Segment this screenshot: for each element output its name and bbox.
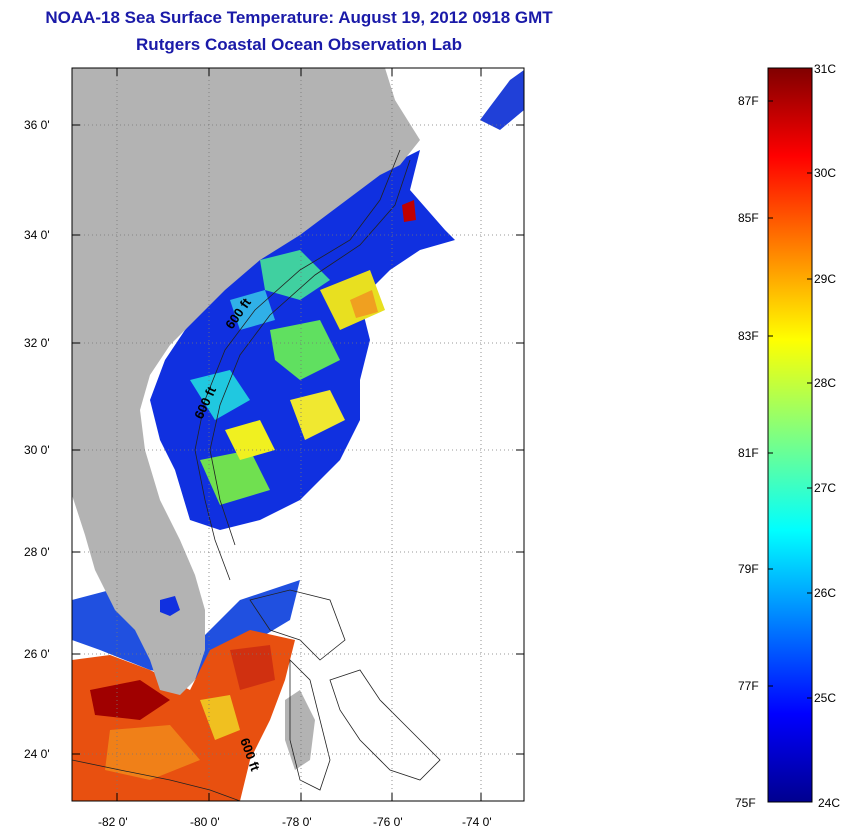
sst-patch-orange-1: [350, 290, 378, 318]
lon-tick-label: -78 0': [282, 815, 312, 829]
colorbar-celsius-label: 28C: [814, 376, 837, 390]
us-mainland: [72, 68, 420, 695]
grid-lines: [72, 68, 524, 801]
colorbar: [767, 67, 813, 803]
colorbar-fahrenheit-label: 87F: [738, 94, 759, 108]
sst-patch-cyan-2: [230, 290, 275, 330]
sst-data-layer: [72, 70, 524, 801]
lat-tick-label: 32 0': [24, 336, 50, 350]
colorbar-celsius-label: 27C: [814, 481, 837, 495]
lat-tick-label: 28 0': [24, 545, 50, 559]
colorbar-celsius-label: 30C: [814, 166, 837, 180]
colorbar-celsius-label: 24C: [818, 796, 841, 810]
sst-warm-patch-4: [230, 645, 275, 690]
map-subtitle: Rutgers Coastal Ocean Observation Lab: [136, 35, 462, 54]
sst-patch-red-1: [402, 200, 416, 222]
colorbar-fahrenheit-label: 85F: [738, 211, 759, 225]
lake-okeechobee: [160, 596, 180, 616]
colorbar-fahrenheit-label: 81F: [738, 446, 759, 460]
lat-tick-label: 36 0': [24, 118, 50, 132]
colorbar-celsius-label: 29C: [814, 272, 837, 286]
sst-warm-patch-3: [200, 695, 240, 740]
axis-ticks: [72, 68, 524, 801]
sst-patch-yellow-2: [290, 390, 345, 440]
colorbar-celsius-label: 31C: [814, 62, 837, 76]
lon-tick-label: -80 0': [190, 815, 220, 829]
map-frame: [71, 67, 525, 802]
sst-patch-yellow-3: [225, 420, 275, 460]
lon-tick-label: -82 0': [98, 815, 128, 829]
lon-tick-label: -74 0': [462, 815, 492, 829]
map-title: NOAA-18 Sea Surface Temperature: August …: [45, 8, 553, 27]
lat-tick-label: 30 0': [24, 443, 50, 457]
lat-tick-label: 26 0': [24, 647, 50, 661]
colorbar-celsius-label: 26C: [814, 586, 837, 600]
sst-patch-cyan-1: [190, 370, 250, 420]
colorbar-ticks: [768, 100, 812, 699]
lat-tick-label: 34 0': [24, 228, 50, 242]
colorbar-celsius-label: 25C: [814, 691, 837, 705]
sst-patch-green-3: [200, 450, 270, 505]
sst-warm-core-1: [90, 680, 170, 720]
colorbar-fahrenheit-label: 79F: [738, 562, 759, 576]
lat-tick-label: 24 0': [24, 747, 50, 761]
sst-patch-green-2: [270, 320, 340, 380]
sst-swath-ne: [480, 70, 524, 130]
lon-tick-label: -76 0': [373, 815, 403, 829]
colorbar-fahrenheit-label: 83F: [738, 329, 759, 343]
colorbar-fahrenheit-label: 75F: [735, 796, 756, 810]
colorbar-fahrenheit-label: 77F: [738, 679, 759, 693]
bathymetry-contours: [72, 149, 441, 801]
sst-warm-patch-2: [105, 725, 200, 780]
